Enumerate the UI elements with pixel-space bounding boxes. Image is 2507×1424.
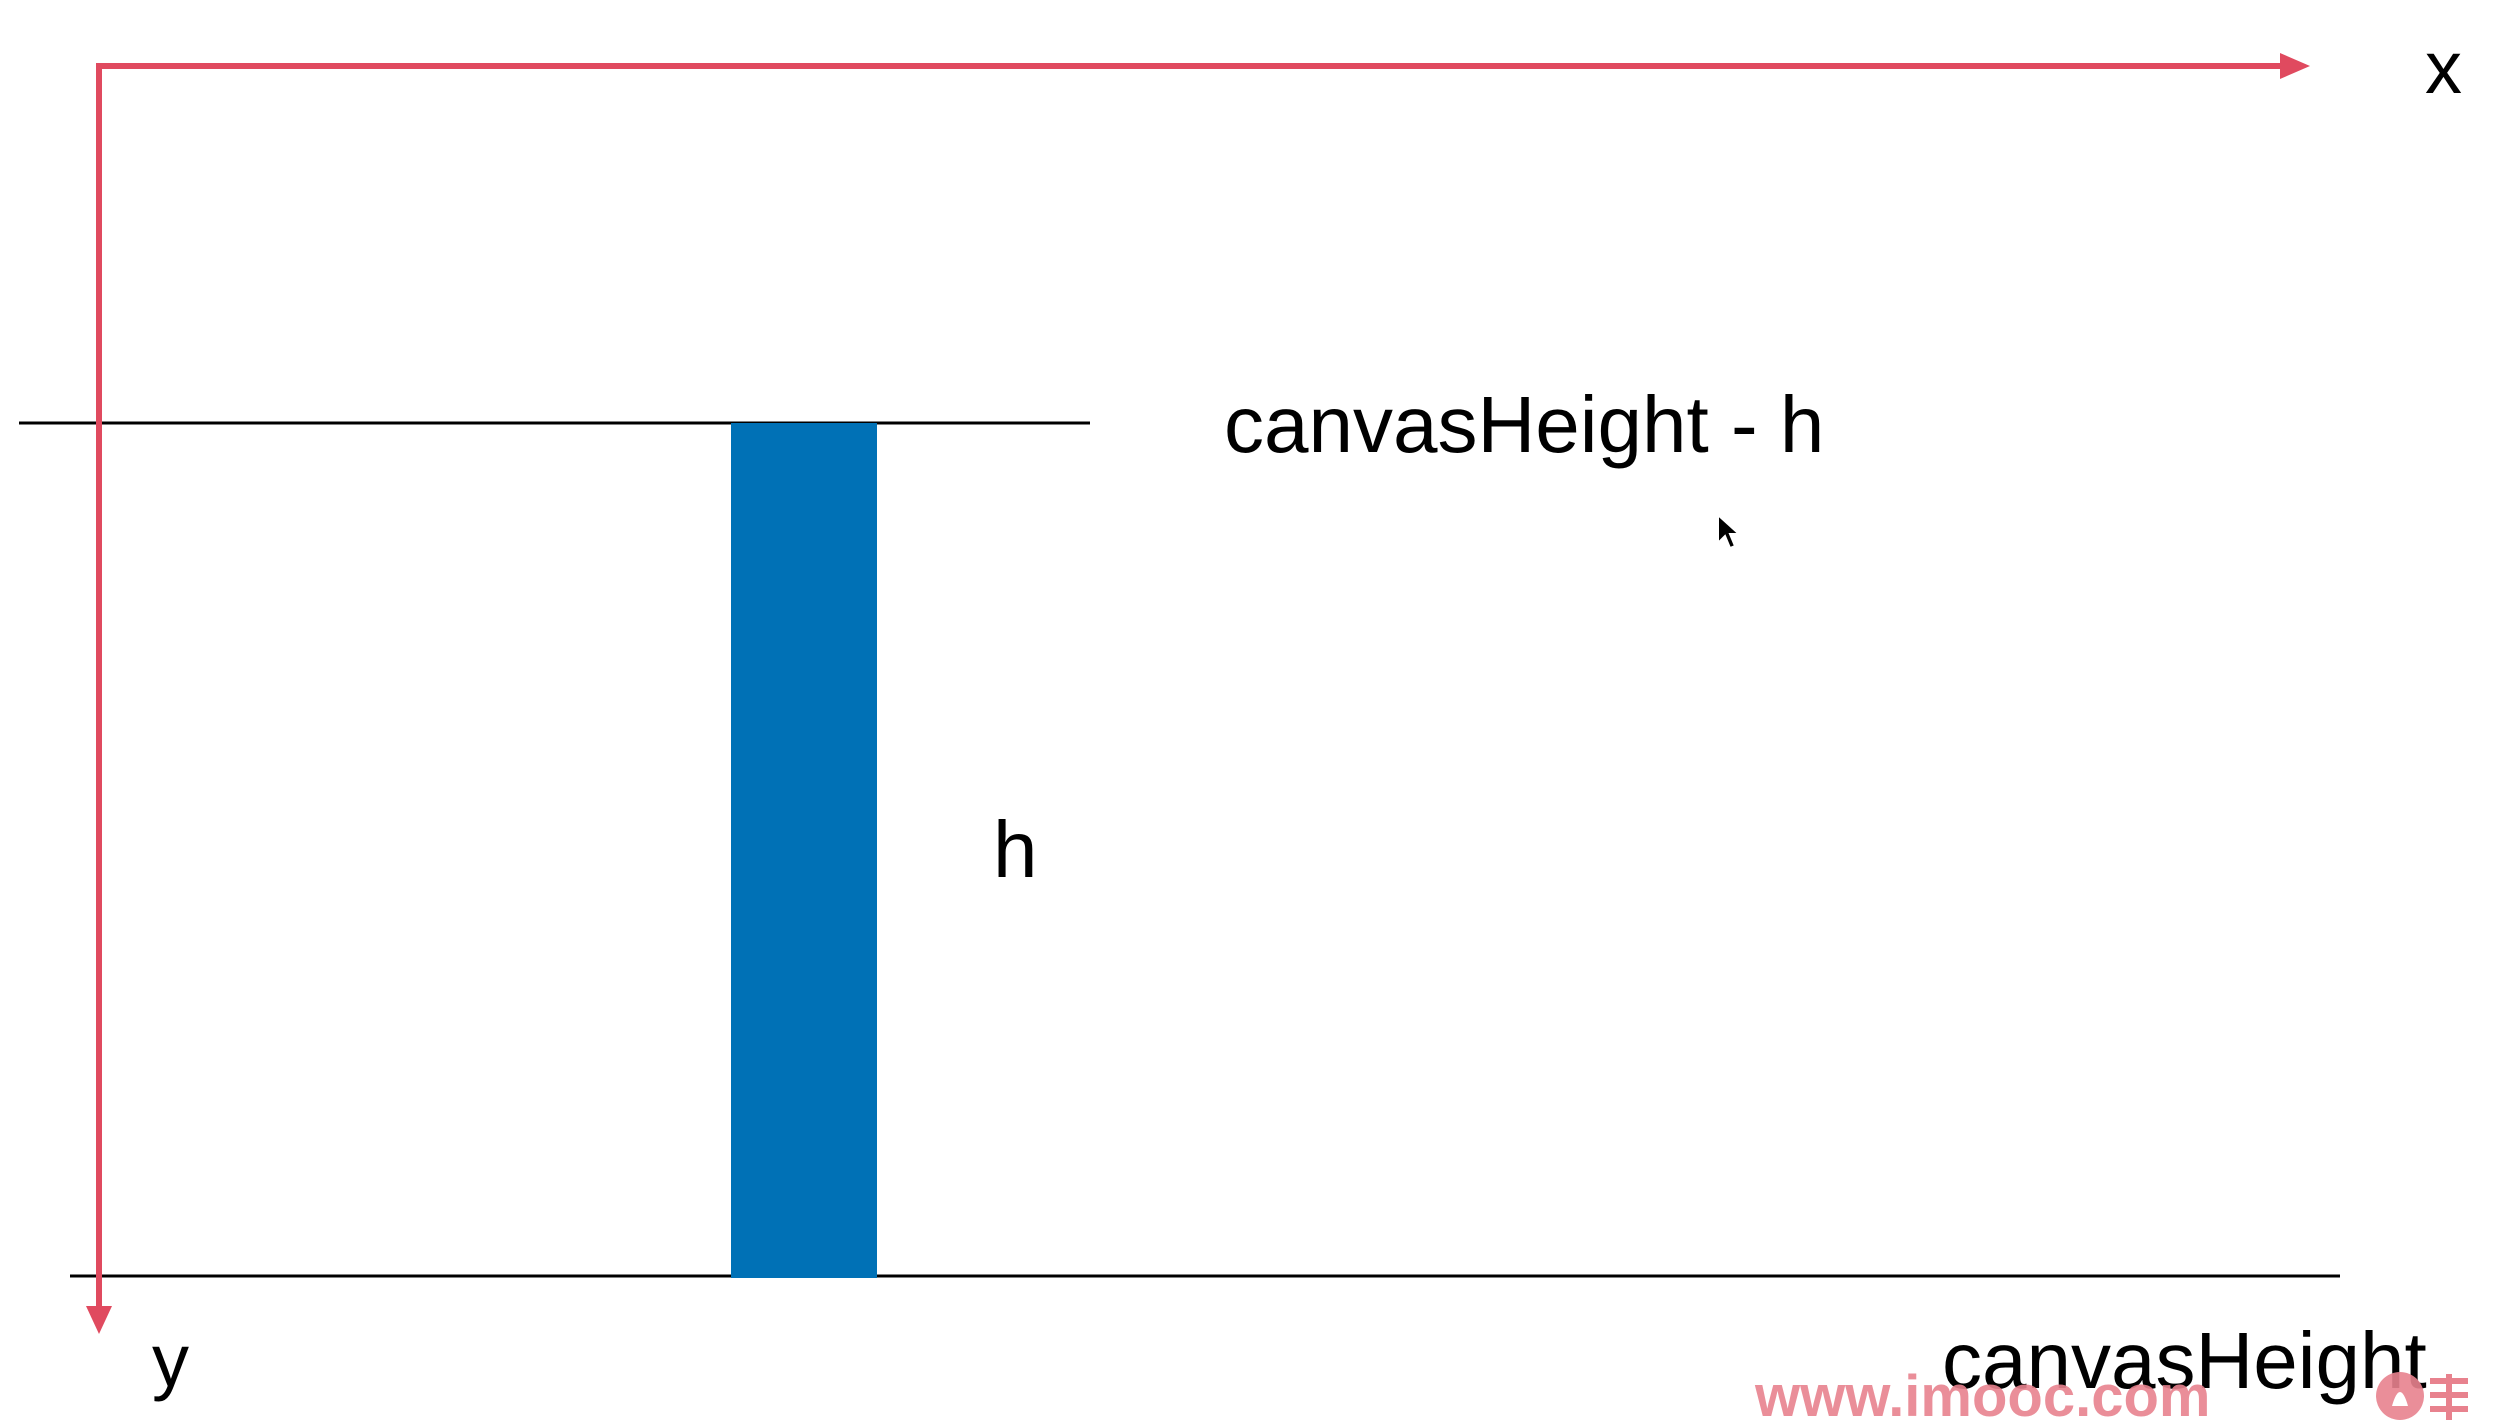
y-axis (86, 63, 112, 1334)
mouse-cursor-icon (1717, 512, 1742, 550)
x-axis-label: x (2425, 26, 2462, 109)
bar-height-label: h (993, 805, 1038, 894)
y-axis-arrow-icon (86, 1306, 112, 1334)
watermark-logo-icon (2376, 1372, 2468, 1420)
bottom-line-label: canvasHeight (1942, 1316, 2427, 1405)
x-axis-arrow-icon (2280, 53, 2310, 79)
y-axis-label: y (152, 1319, 189, 1402)
top-line-label: canvasHeight - h (1224, 380, 1824, 469)
bar (731, 423, 877, 1278)
x-axis (96, 53, 2310, 79)
watermark-text: www.imooc.com (1754, 1364, 2210, 1424)
